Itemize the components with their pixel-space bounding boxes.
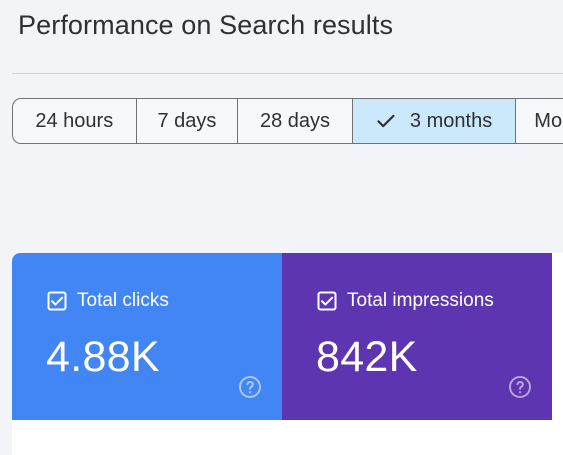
total-impressions-label: Total impressions [347,290,494,311]
date-range-more-button[interactable]: Mo [516,99,563,143]
date-range-24-hours-label: 24 hours [35,109,114,132]
date-range-7-days-button[interactable]: 7 days [137,99,239,143]
metrics-card-panel: Total clicks 4.88K Total impre [12,253,563,455]
help-icon[interactable] [508,375,532,399]
date-range-3-months-label: 3 months [409,109,493,132]
header-divider [12,73,563,74]
page-title: Performance on Search results [18,10,394,40]
checkbox-icon[interactable] [47,291,67,311]
date-range-28-days-label: 28 days [260,109,331,132]
check-icon [376,111,396,131]
checkbox-icon[interactable] [317,291,337,311]
total-clicks-value: 4.88K [46,333,160,381]
date-range-7-days-label: 7 days [157,109,217,132]
total-impressions-card[interactable]: Total impressions 842K [282,253,552,420]
total-clicks-label: Total clicks [77,290,169,311]
date-range-3-months-button[interactable]: 3 months [352,99,517,143]
date-range-selector: 24 hours 7 days 28 days 3 months Mo [12,98,563,144]
total-impressions-toggle[interactable]: Total impressions [317,290,494,312]
date-range-more-label: Mo [534,109,563,132]
total-clicks-toggle[interactable]: Total clicks [47,290,169,312]
total-impressions-value: 842K [316,333,418,381]
date-range-24-hours-button[interactable]: 24 hours [13,99,137,143]
help-icon[interactable] [238,375,262,399]
date-range-28-days-button[interactable]: 28 days [238,99,353,143]
total-clicks-card[interactable]: Total clicks 4.88K [12,253,282,420]
